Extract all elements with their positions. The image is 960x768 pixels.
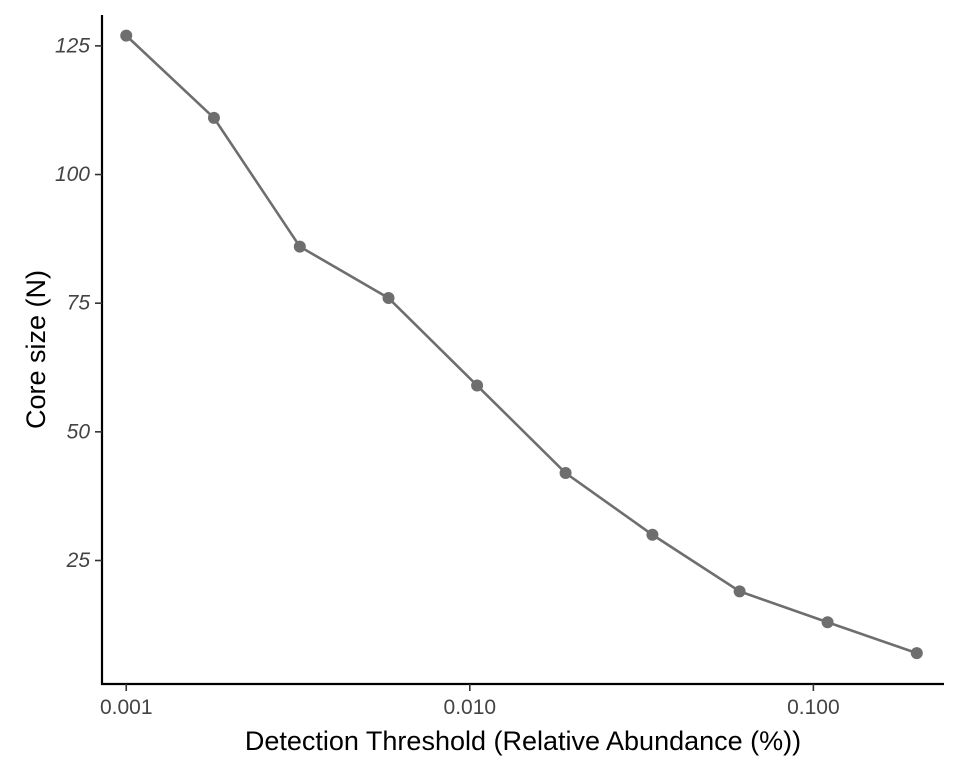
x-tick-label: 0.010	[444, 696, 497, 719]
series-layer	[120, 29, 923, 660]
y-tick-label: 75	[67, 292, 91, 315]
x-tick-label: 0.001	[100, 696, 153, 719]
data-point	[207, 111, 220, 124]
data-point	[646, 528, 659, 541]
axes-layer	[100, 15, 944, 686]
data-point	[821, 616, 834, 629]
y-tick-label: 100	[55, 163, 90, 186]
y-tick-label: 25	[66, 549, 91, 572]
data-point	[733, 585, 746, 598]
x-tick-label: 0.100	[787, 696, 840, 719]
x-axis-title: Detection Threshold (Relative Abundance …	[245, 726, 801, 756]
data-point	[471, 379, 484, 392]
series-line	[125, 34, 918, 655]
data-point	[382, 292, 395, 305]
y-tick-label: 125	[55, 34, 90, 57]
data-point	[120, 29, 133, 42]
x-ticks: 0.001 0.010 0.100	[100, 684, 840, 719]
y-ticks: 25 50 75 100 125	[55, 34, 102, 572]
y-axis-title: Core size (N)	[21, 270, 51, 429]
data-point	[293, 240, 306, 253]
data-point	[910, 647, 923, 660]
data-point	[559, 467, 572, 480]
y-tick-label: 50	[67, 420, 91, 443]
